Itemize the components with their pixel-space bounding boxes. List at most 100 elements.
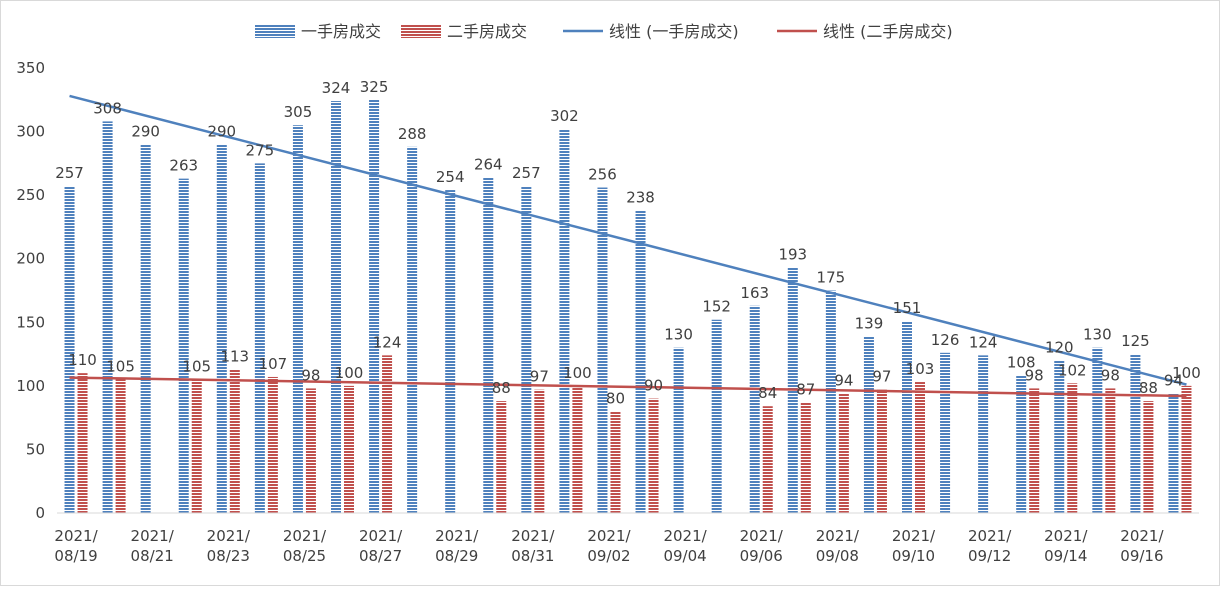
bar-series-1	[711, 319, 722, 513]
data-label-series-2: 80	[606, 389, 625, 407]
bar-series-2	[229, 369, 240, 513]
bar-series-1	[559, 129, 570, 513]
bar-series-1	[102, 121, 113, 514]
bar-series-1	[292, 125, 303, 513]
bar-series-2	[915, 382, 925, 513]
bar-series-2	[800, 402, 811, 513]
legend-label-trend-1: 线性 (一手房成交)	[609, 22, 739, 41]
bar-series-1	[178, 178, 189, 513]
x-tick-label: 2021/08/19	[54, 527, 98, 565]
x-tick-label: 2021/09/10	[892, 527, 936, 565]
data-labels: 257 308 290 263 290 275 305 324 325 288 254 264 257 3…	[55, 78, 1201, 407]
data-label-series-2: 94	[834, 371, 853, 389]
y-tick-label: 100	[16, 377, 45, 395]
trendlines	[69, 94, 1187, 398]
bar-series-2	[1067, 383, 1078, 513]
data-label-series-1: 175	[817, 269, 846, 287]
bar-series-1	[140, 144, 151, 514]
bar-series-2	[1029, 388, 1040, 513]
legend-item-series-1: 一手房成交	[255, 22, 381, 41]
bar-series-2	[344, 385, 354, 513]
bar-series-1	[635, 210, 646, 513]
data-label-series-1: 126	[931, 331, 960, 349]
trendline-series-1	[69, 94, 1187, 386]
data-label-series-1: 124	[969, 333, 998, 351]
x-axis: 2021/08/19 2021/08/21 2021/08/23 2021/08/25…	[54, 512, 1199, 565]
bar-series-2	[572, 385, 583, 513]
data-label-series-1: 163	[740, 284, 769, 302]
bar-series-1	[673, 347, 684, 513]
bar-series-1	[749, 305, 760, 513]
bar-series-1	[1168, 393, 1179, 513]
data-label-series-2: 87	[796, 380, 815, 398]
legend-swatch-series-1	[255, 25, 295, 38]
data-label-series-2: 97	[872, 368, 891, 386]
x-tick-label: 2021/09/14	[1044, 527, 1088, 565]
data-label-series-1: 108	[1007, 354, 1036, 372]
legend-item-trend-1: 线性 (一手房成交)	[563, 22, 739, 41]
data-label-series-1: 254	[436, 168, 465, 186]
x-tick-label: 2021/09/12	[968, 527, 1012, 565]
data-label-series-1: 290	[131, 122, 160, 140]
bar-series-2	[191, 379, 202, 513]
x-tick-label: 2021/09/08	[816, 527, 860, 565]
data-label-series-1: 264	[474, 155, 503, 173]
legend-item-trend-2: 线性 (二手房成交)	[777, 22, 953, 41]
bar-series-1	[64, 186, 75, 513]
x-tick-label: 2021/09/02	[587, 527, 631, 565]
data-label-series-2: 100	[563, 364, 592, 382]
legend-label-series-1: 一手房成交	[301, 22, 381, 41]
data-label-series-1: 130	[664, 326, 693, 344]
data-label-series-2: 88	[1139, 379, 1158, 397]
y-tick-label: 300	[16, 123, 45, 141]
data-label-series-1: 263	[169, 157, 198, 175]
x-tick-label: 2021/08/31	[511, 527, 555, 565]
bar-series-1	[407, 146, 418, 514]
bar-series-2	[648, 398, 659, 513]
data-label-series-1: 151	[893, 299, 922, 317]
legend-item-series-2: 二手房成交	[401, 22, 527, 41]
data-label-series-2: 90	[644, 377, 663, 395]
bar-series-1	[978, 355, 989, 513]
data-label-series-1: 275	[246, 141, 275, 159]
bar-series-1	[940, 352, 951, 513]
data-label-series-1: 324	[322, 79, 351, 97]
x-tick-label: 2021/08/25	[283, 527, 327, 565]
bar-series-2	[77, 373, 88, 513]
data-label-series-2: 98	[301, 366, 320, 384]
data-label-series-1: 120	[1045, 338, 1074, 356]
data-label-series-1: 308	[93, 99, 122, 117]
data-label-series-2: 98	[1025, 366, 1044, 384]
y-tick-label: 50	[26, 440, 45, 458]
bar-series-2	[1105, 388, 1116, 513]
data-label-series-1: 238	[626, 188, 655, 206]
data-label-series-1: 257	[55, 164, 84, 182]
bar-series-2	[382, 355, 393, 513]
data-label-series-2: 84	[758, 384, 777, 402]
data-label-series-1: 288	[398, 125, 427, 143]
bar-series-2	[1181, 385, 1192, 513]
bar-series-2	[838, 393, 849, 513]
data-label-series-2: 98	[1101, 366, 1120, 384]
data-label-series-2: 124	[373, 333, 402, 351]
bar-series-2	[876, 389, 887, 513]
y-tick-label: 350	[16, 59, 45, 77]
legend-label-trend-2: 线性 (二手房成交)	[823, 22, 953, 41]
data-label-series-1: 325	[360, 78, 389, 96]
bar-series-1	[902, 321, 912, 513]
data-label-series-1: 257	[512, 164, 541, 182]
data-label-series-2: 97	[530, 368, 549, 386]
x-tick-label: 2021/08/27	[359, 527, 403, 565]
bar-series-1	[1092, 347, 1103, 513]
y-tick-label: 250	[16, 186, 45, 204]
data-label-series-1: 125	[1121, 332, 1150, 350]
x-tick-label: 2021/08/23	[207, 527, 251, 565]
bar-series-1	[1054, 360, 1065, 513]
data-label-series-1: 256	[588, 166, 617, 184]
legend-label-series-2: 二手房成交	[447, 22, 527, 41]
bar-series-2	[115, 379, 126, 513]
y-axis: 0 50 100 150 200 250 300 350	[16, 59, 45, 522]
bar-series-1	[331, 101, 341, 514]
data-label-series-2: 107	[259, 355, 288, 373]
x-tick-label: 2021/08/29	[435, 527, 479, 565]
